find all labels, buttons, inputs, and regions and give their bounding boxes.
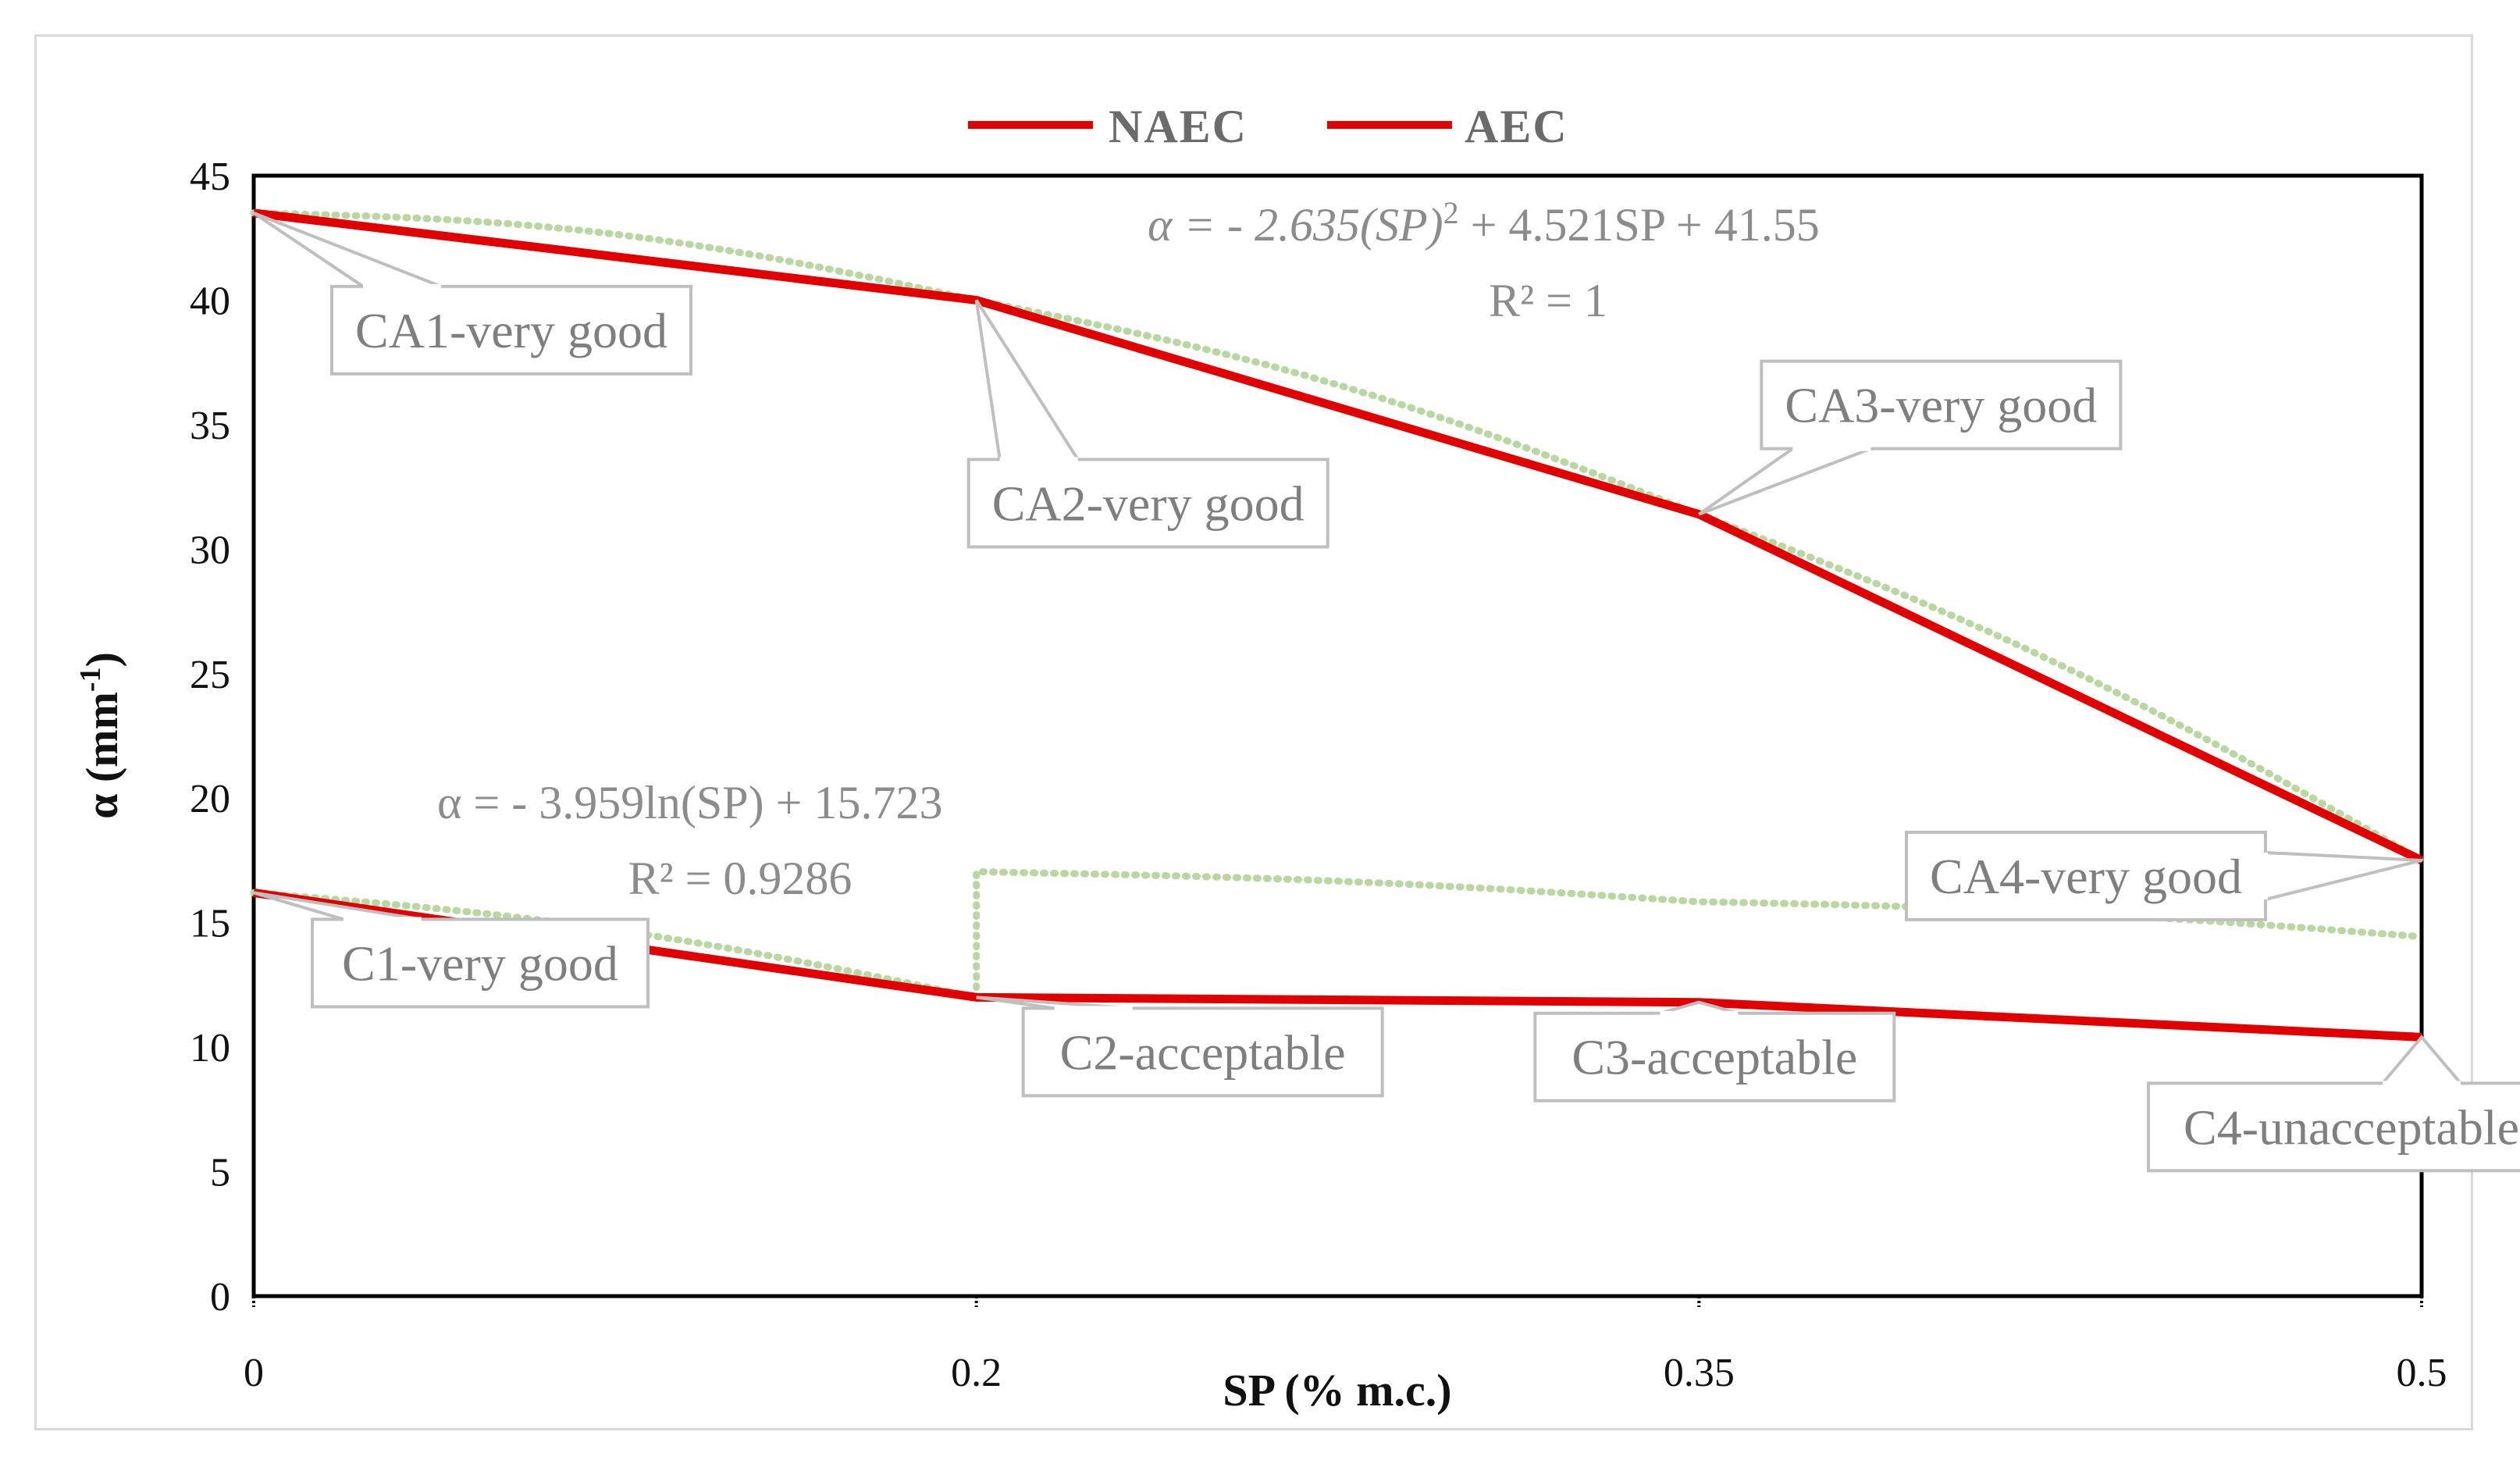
callout-label: C4-unacceptable xyxy=(2184,1099,2519,1155)
aec-trend-equation: α = - 2.635(SP)2 + 4.521SP + 41.55 xyxy=(1148,195,1820,251)
legend-label-naec: NAEC xyxy=(1109,101,1248,152)
callout-ca4-very good: CA4-very good xyxy=(1905,830,2422,921)
callout-c1-very good: C1-very good xyxy=(253,891,650,1009)
callout-c2-acceptable: C2-acceptable xyxy=(976,996,1384,1098)
naec-trend-equation: α = - 3.959ln(SP) + 15.723 xyxy=(437,777,942,828)
callout-box xyxy=(330,284,692,376)
y-axis-title: α (mm-1) xyxy=(74,652,127,819)
legend: NAEC AEC xyxy=(968,101,1568,152)
y-tick-label-45: 45 xyxy=(190,155,230,199)
x-axis-title: SP (% m.c.) xyxy=(1223,1365,1451,1416)
callout-label: CA4-very good xyxy=(1930,849,2242,904)
y-tick-label-40: 40 xyxy=(190,279,230,323)
callout-c4-unacceptable: C4-unacceptable xyxy=(2147,1035,2520,1173)
callout-label: CA3-very good xyxy=(1785,378,2097,433)
callout-ca3-very good: CA3-very good xyxy=(1698,359,2123,516)
series-line-aec xyxy=(253,208,2424,864)
callout-box xyxy=(2147,1081,2520,1173)
legend-label-aec: AEC xyxy=(1465,101,1568,152)
y-tick-label-30: 30 xyxy=(190,528,230,572)
chart-frame xyxy=(34,34,2473,1430)
callout-box xyxy=(1905,830,2267,921)
trendline-aec xyxy=(250,209,2426,864)
x-tick-label-0: 0 xyxy=(244,1351,264,1395)
y-axis-title-superscript: -1 xyxy=(74,667,107,692)
callout-box xyxy=(1760,359,2123,451)
y-axis-title-close: ) xyxy=(77,652,127,667)
callout-box xyxy=(966,458,1329,549)
y-tick-label-5: 5 xyxy=(210,1151,230,1195)
callout-label: C3-acceptable xyxy=(1571,1030,1857,1085)
callout-pointer xyxy=(2264,850,2422,902)
callout-box xyxy=(1533,1011,1896,1102)
callout-c3-acceptable: C3-acceptable xyxy=(1533,1000,1896,1102)
y-axis-ticks: 0 5 10 15 20 25 30 35 40 45 xyxy=(190,155,230,1320)
x-tick-label-0.5: 0.5 xyxy=(2397,1351,2447,1395)
aec-trend-r2: R² = 1 xyxy=(1489,275,1607,326)
y-axis-title-main: α (mm xyxy=(77,692,127,819)
aec-equation-superscript: 2 xyxy=(1443,195,1459,230)
callout-pointer xyxy=(2379,1035,2465,1085)
callout-box xyxy=(1021,1006,1384,1098)
callout-label: CA2-very good xyxy=(992,475,1304,531)
callout-label: C2-acceptable xyxy=(1060,1024,1346,1080)
x-axis-ticks: 0 0.2 0.35 0.5 xyxy=(244,1296,2447,1395)
x-tick-label-0.2: 0.2 xyxy=(951,1351,1002,1395)
callout-ca2-very good: CA2-very good xyxy=(966,299,1329,549)
y-tick-label-35: 35 xyxy=(190,404,230,448)
naec-trend-r2: R² = 0.9286 xyxy=(628,853,852,904)
callout-label: CA1-very good xyxy=(355,303,667,358)
y-tick-label-0: 0 xyxy=(210,1275,230,1320)
aec-equation-suffix: + 4.521SP + 41.55 xyxy=(1459,199,1820,251)
data-callouts: C1-very good C2-acceptable C3-acceptable C4… xyxy=(252,211,2520,1173)
aec-equation-prefix: α = - 2.635(SP) xyxy=(1148,199,1443,251)
x-tick-label-0.35: 0.35 xyxy=(1664,1351,1735,1395)
callout-box xyxy=(311,917,650,1009)
y-tick-label-25: 25 xyxy=(190,653,230,697)
callout-label: C1-very good xyxy=(342,935,618,991)
y-tick-label-10: 10 xyxy=(190,1026,230,1070)
y-tick-label-15: 15 xyxy=(190,902,230,946)
plot-area-border xyxy=(251,173,2424,1298)
callout-ca1-very good: CA1-very good xyxy=(252,211,692,376)
y-tick-label-20: 20 xyxy=(190,777,230,821)
callout-pointer xyxy=(1698,447,1872,516)
